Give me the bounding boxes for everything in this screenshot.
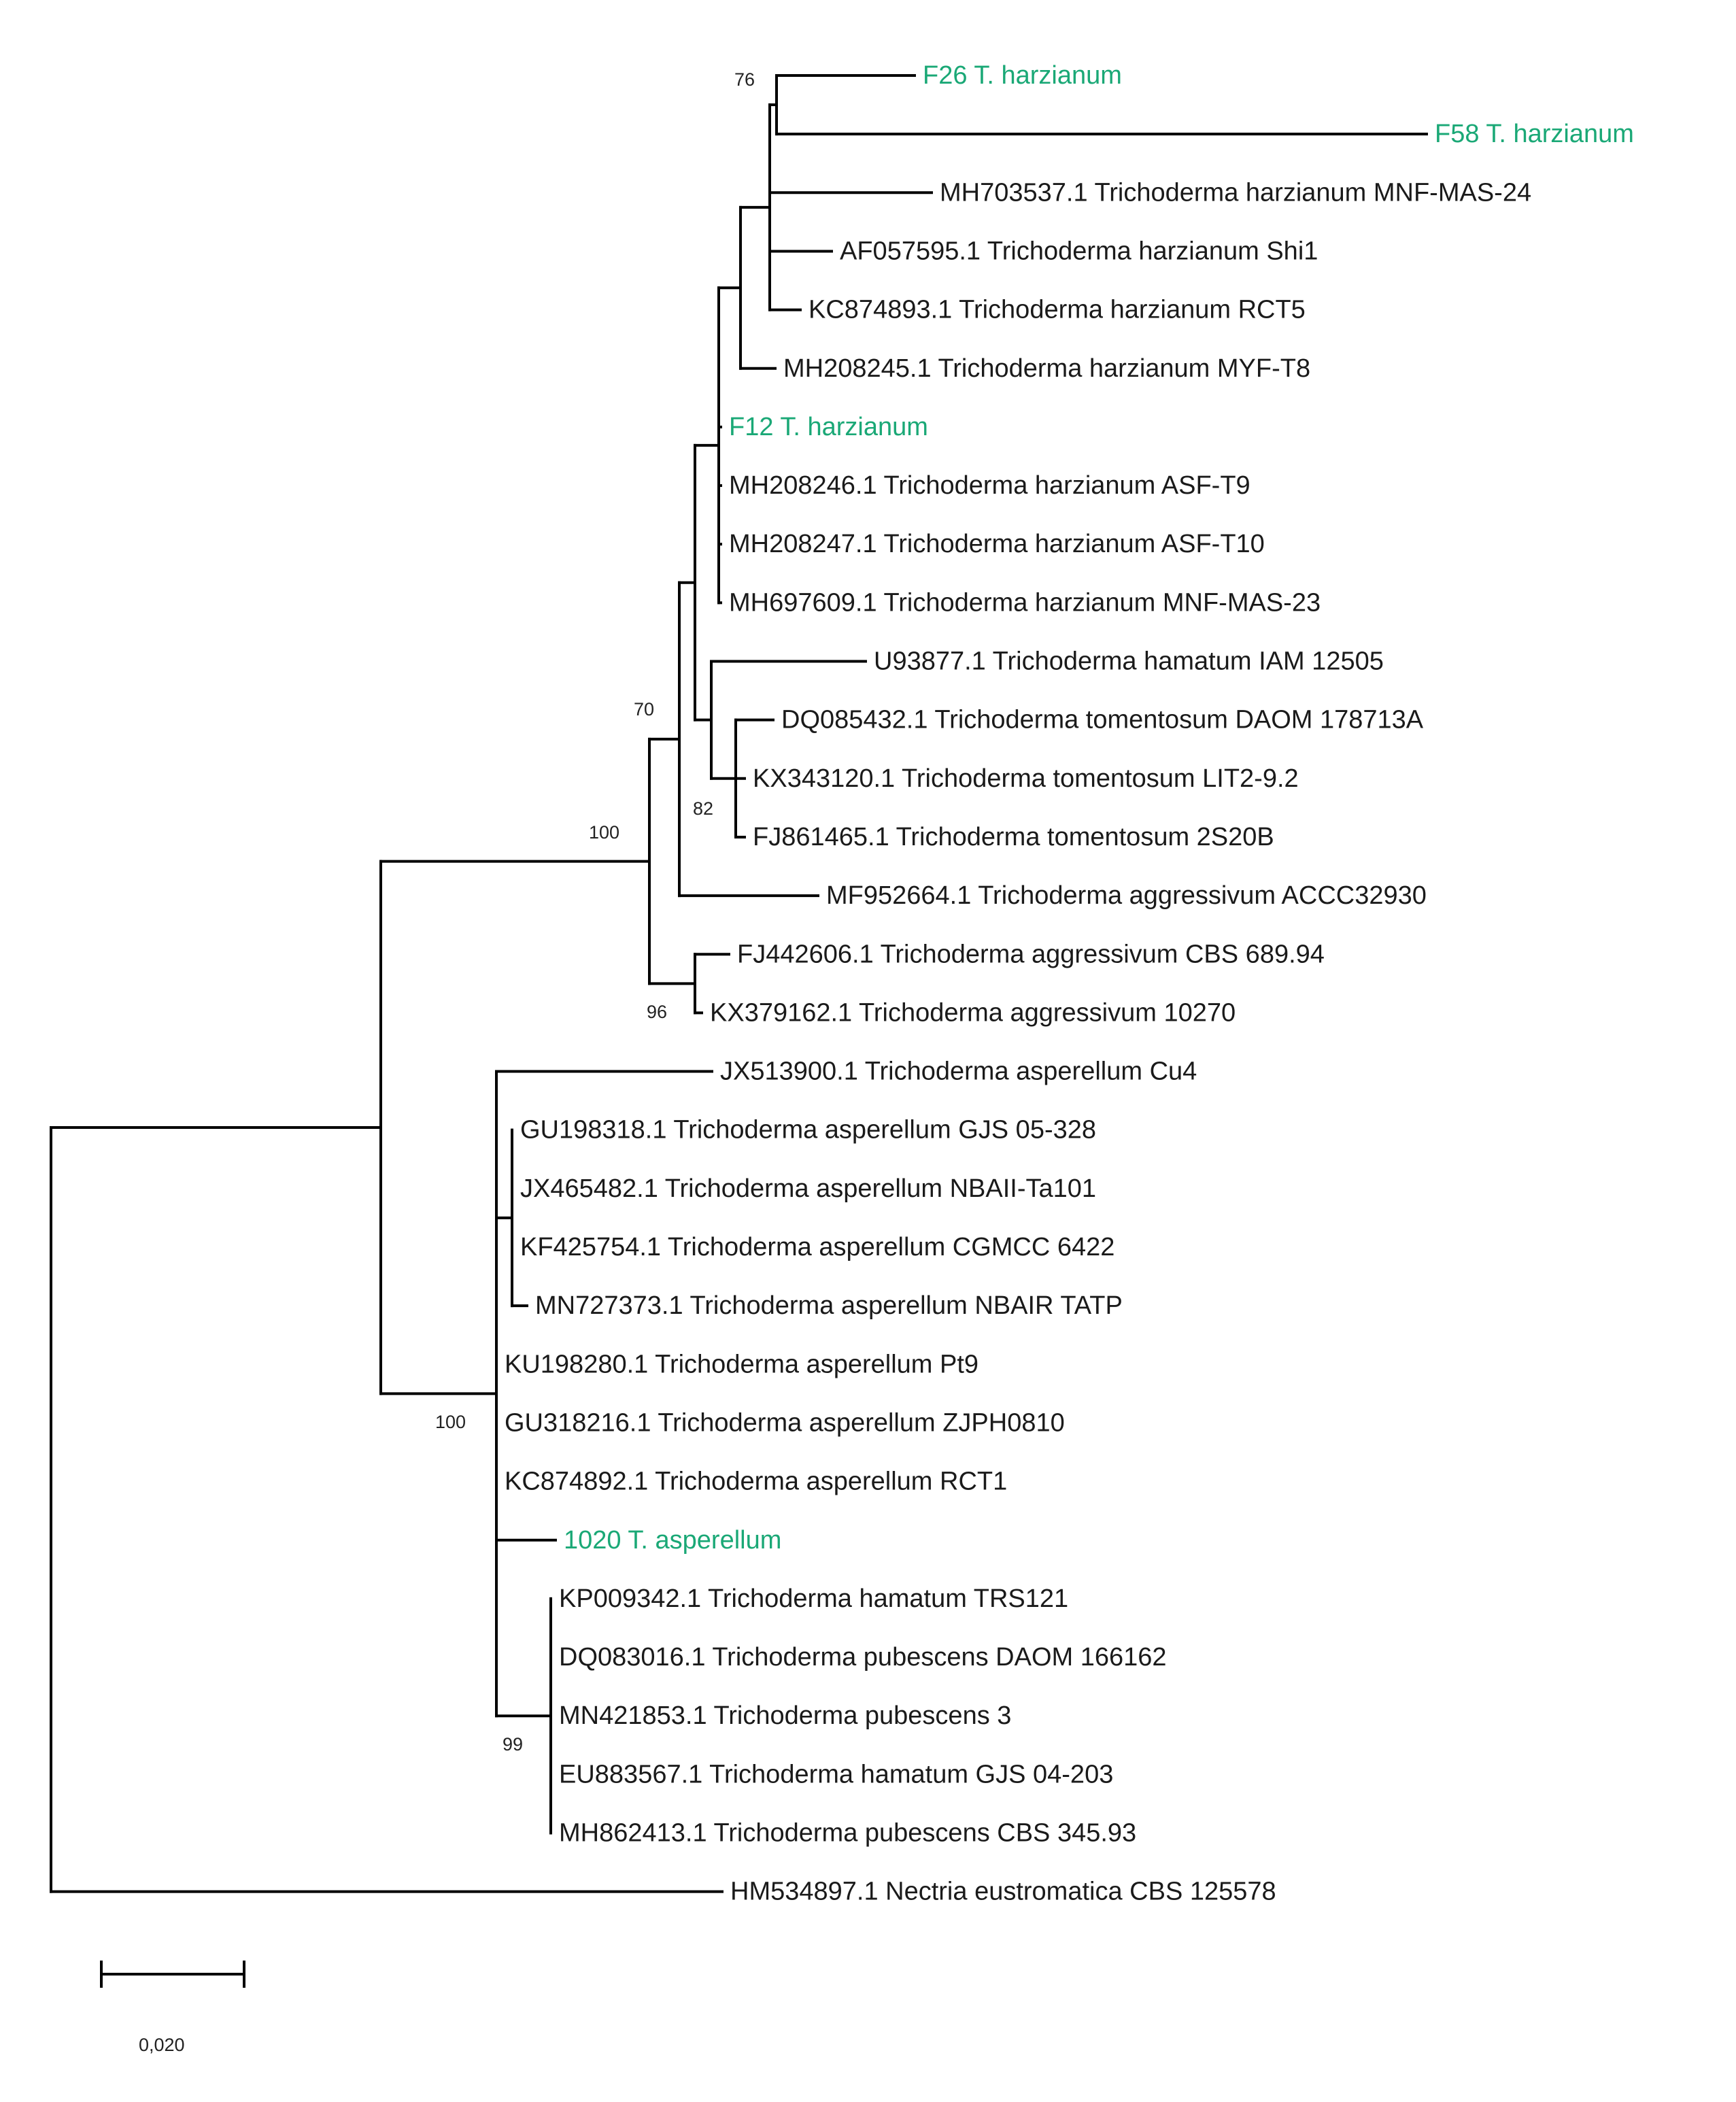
reference-sequence-label: KC874892.1 Trichoderma asperellum RCT1	[505, 1468, 1007, 1496]
isolate-label: 1020 T. asperellum	[564, 1526, 781, 1555]
scale-bar: 0,020	[100, 1961, 245, 2055]
reference-sequence-label: MN421853.1 Trichoderma pubescens 3	[559, 1701, 1011, 1730]
isolate-label: F58 T. harzianum	[1435, 120, 1634, 148]
leaf-labels: F26 T. harzianum F58 T. harzianum MH703537…	[505, 61, 1634, 1906]
bootstrap-value: 96	[647, 1002, 667, 1022]
isolate-label: F12 T. harzianum	[729, 413, 928, 441]
reference-sequence-label: FJ442606.1 Trichoderma aggressivum CBS 6…	[737, 940, 1325, 968]
reference-sequence-label: HM534897.1 Nectria eustromatica CBS 1255…	[730, 1878, 1276, 1906]
reference-sequence-label: KX379162.1 Trichoderma aggressivum 10270	[710, 998, 1236, 1027]
bootstrap-value: 100	[589, 822, 619, 843]
reference-sequence-label: DQ085432.1 Trichoderma tomentosum DAOM 1…	[781, 706, 1424, 734]
bootstrap-value: 70	[634, 699, 654, 719]
reference-sequence-label: KF425754.1 Trichoderma asperellum CGMCC …	[520, 1233, 1114, 1261]
reference-sequence-label: MH208245.1 Trichoderma harzianum MYF-T8	[783, 354, 1310, 383]
reference-sequence-label: GU198318.1 Trichoderma asperellum GJS 05…	[520, 1116, 1096, 1145]
reference-sequence-label: MH703537.1 Trichoderma harzianum MNF-MAS…	[940, 178, 1531, 207]
reference-sequence-label: JX465482.1 Trichoderma asperellum NBAII-…	[520, 1174, 1096, 1203]
reference-sequence-label: KP009342.1 Trichoderma hamatum TRS121	[559, 1584, 1068, 1613]
reference-sequence-label: MH208246.1 Trichoderma harzianum ASF-T9	[729, 471, 1250, 500]
reference-sequence-label: EU883567.1 Trichoderma hamatum GJS 04-20…	[559, 1760, 1113, 1789]
bootstrap-value: 82	[693, 798, 713, 819]
reference-sequence-label: U93877.1 Trichoderma hamatum IAM 12505	[874, 647, 1384, 676]
bootstrap-value: 99	[503, 1734, 523, 1755]
reference-sequence-label: KC874893.1 Trichoderma harzianum RCT5	[809, 296, 1306, 324]
bootstrap-values: 76 70 82 100 96 100 99	[435, 69, 755, 1755]
reference-sequence-label: KX343120.1 Trichoderma tomentosum LIT2-9…	[753, 764, 1299, 793]
reference-sequence-label: MF952664.1 Trichoderma aggressivum ACCC3…	[826, 881, 1427, 910]
isolate-label: F26 T. harzianum	[923, 61, 1122, 90]
bootstrap-value: 100	[435, 1412, 466, 1432]
reference-sequence-label: MH697609.1 Trichoderma harzianum MNF-MAS…	[729, 588, 1321, 617]
reference-sequence-label: MH862413.1 Trichoderma pubescens CBS 345…	[559, 1819, 1136, 1848]
reference-sequence-label: GU318216.1 Trichoderma asperellum ZJPH08…	[505, 1408, 1065, 1437]
reference-sequence-label: DQ083016.1 Trichoderma pubescens DAOM 16…	[559, 1643, 1167, 1672]
bootstrap-value: 76	[734, 69, 755, 90]
reference-sequence-label: FJ861465.1 Trichoderma tomentosum 2S20B	[753, 823, 1274, 851]
reference-sequence-label: JX513900.1 Trichoderma asperellum Cu4	[720, 1057, 1197, 1086]
reference-sequence-label: MH208247.1 Trichoderma harzianum ASF-T10	[729, 530, 1265, 558]
reference-sequence-label: KU198280.1 Trichoderma asperellum Pt9	[505, 1350, 978, 1378]
scale-bar-label: 0,020	[139, 2035, 185, 2055]
reference-sequence-label: AF057595.1 Trichoderma harzianum Shi1	[840, 237, 1318, 265]
tree-branches	[50, 74, 1428, 1893]
reference-sequence-label: MN727373.1 Trichoderma asperellum NBAIR …	[535, 1291, 1123, 1320]
